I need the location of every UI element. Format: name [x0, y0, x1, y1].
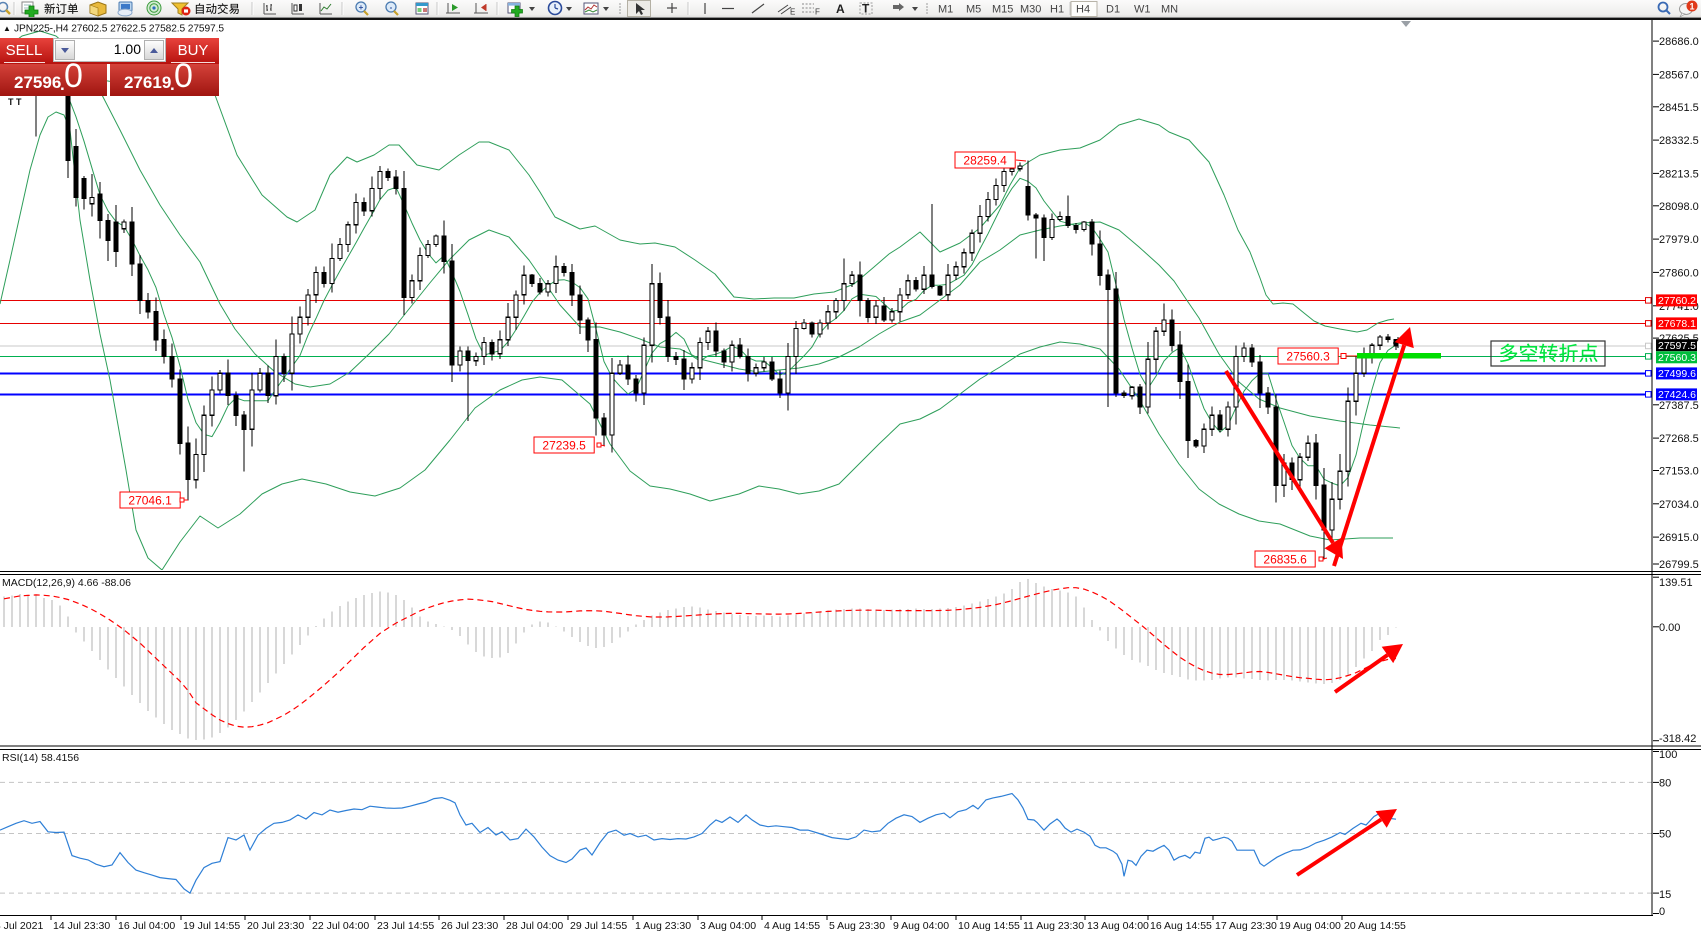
svg-text:20 Jul 23:30: 20 Jul 23:30: [247, 920, 304, 932]
svg-text:19 Jul 14:55: 19 Jul 14:55: [183, 920, 240, 932]
svg-text:11 Aug 23:30: 11 Aug 23:30: [1023, 920, 1084, 932]
svg-text:10 Aug 14:55: 10 Aug 14:55: [958, 920, 1020, 932]
svg-text:13 Aug 04:00: 13 Aug 04:00: [1087, 920, 1149, 932]
svg-text:M1: M1: [938, 4, 953, 16]
svg-text:1: 1: [1689, 2, 1694, 12]
svg-text:28098.0: 28098.0: [1659, 201, 1699, 213]
svg-text:27153.0: 27153.0: [1659, 466, 1699, 478]
svg-text:27239.5: 27239.5: [542, 439, 586, 453]
svg-text:3 Aug 04:00: 3 Aug 04:00: [700, 920, 756, 932]
svg-text:▲: ▲: [3, 24, 11, 33]
svg-text:28 Jul 04:00: 28 Jul 04:00: [506, 920, 563, 932]
svg-text:27560.3: 27560.3: [1286, 350, 1330, 364]
svg-text:23 Jul 14:55: 23 Jul 14:55: [377, 920, 434, 932]
svg-text:M15: M15: [992, 4, 1013, 16]
svg-text:27860.0: 27860.0: [1659, 267, 1699, 279]
svg-text:20 Aug 14:55: 20 Aug 14:55: [1344, 920, 1406, 932]
svg-text:MN: MN: [1161, 4, 1178, 16]
svg-text:28332.5: 28332.5: [1659, 135, 1699, 147]
svg-text:29 Jul 14:55: 29 Jul 14:55: [570, 920, 627, 932]
svg-text:27046.1: 27046.1: [128, 494, 172, 508]
svg-text:27678.1: 27678.1: [1658, 318, 1696, 330]
svg-text:13 Jul 2021: 13 Jul 2021: [0, 920, 43, 932]
svg-text:16 Jul 04:00: 16 Jul 04:00: [118, 920, 175, 932]
svg-text:MACD(12,26,9) 4.66 -88.06: MACD(12,26,9) 4.66 -88.06: [2, 577, 131, 589]
svg-text:T: T: [862, 2, 870, 16]
svg-text:26 Jul 23:30: 26 Jul 23:30: [441, 920, 498, 932]
svg-text:17 Aug 23:30: 17 Aug 23:30: [1215, 920, 1277, 932]
svg-text:28213.5: 28213.5: [1659, 168, 1699, 180]
svg-text:28567.0: 28567.0: [1659, 69, 1699, 81]
svg-text:28686.0: 28686.0: [1659, 36, 1699, 48]
svg-text:80: 80: [1659, 777, 1671, 789]
svg-text:27424.6: 27424.6: [1658, 389, 1696, 401]
svg-text:T: T: [16, 97, 22, 107]
svg-text:RSI(14) 58.4156: RSI(14) 58.4156: [2, 752, 79, 764]
svg-text:28451.5: 28451.5: [1659, 102, 1699, 114]
svg-text:W1: W1: [1134, 4, 1151, 16]
svg-text:22 Jul 04:00: 22 Jul 04:00: [312, 920, 369, 932]
svg-text:M5: M5: [966, 4, 981, 16]
svg-text:28259.4: 28259.4: [963, 154, 1007, 168]
svg-text:F: F: [815, 8, 820, 17]
svg-text:E: E: [790, 8, 795, 17]
svg-text:19 Aug 04:00: 19 Aug 04:00: [1279, 920, 1341, 932]
svg-text:T: T: [8, 97, 14, 107]
svg-text:4 Aug 14:55: 4 Aug 14:55: [764, 920, 820, 932]
svg-text:JPN225-,H4 27602.5 27622.5 27: JPN225-,H4 27602.5 27622.5 27582.5 27597…: [14, 24, 224, 35]
svg-text:26799.5: 26799.5: [1659, 559, 1699, 571]
svg-text:A: A: [836, 2, 845, 16]
svg-text:27387.5: 27387.5: [1659, 400, 1699, 412]
svg-text:5 Aug 23:30: 5 Aug 23:30: [829, 920, 885, 932]
svg-text:-318.42: -318.42: [1659, 733, 1696, 745]
svg-text:50: 50: [1659, 829, 1671, 841]
svg-text:D1: D1: [1106, 4, 1120, 16]
svg-text:100: 100: [1659, 749, 1677, 761]
svg-text:14 Jul 23:30: 14 Jul 23:30: [53, 920, 110, 932]
svg-text:27760.2: 27760.2: [1658, 295, 1696, 307]
svg-text:M30: M30: [1020, 4, 1041, 16]
svg-text:27499.6: 27499.6: [1658, 368, 1696, 380]
svg-text:26915.0: 26915.0: [1659, 532, 1699, 544]
svg-text:-: -: [390, 3, 393, 12]
svg-text:+: +: [359, 3, 364, 12]
svg-text:0: 0: [1659, 906, 1665, 918]
svg-text:27979.0: 27979.0: [1659, 234, 1699, 246]
svg-text:H1: H1: [1050, 4, 1064, 16]
svg-text:16 Aug 14:55: 16 Aug 14:55: [1150, 920, 1212, 932]
svg-text:27034.0: 27034.0: [1659, 499, 1699, 511]
svg-text:26835.6: 26835.6: [1263, 553, 1307, 567]
svg-text:1 Aug 23:30: 1 Aug 23:30: [635, 920, 691, 932]
svg-text:9 Aug 04:00: 9 Aug 04:00: [893, 920, 949, 932]
svg-text:0.00: 0.00: [1659, 622, 1680, 634]
svg-text:139.51: 139.51: [1659, 577, 1693, 589]
svg-text:H4: H4: [1076, 4, 1090, 16]
svg-text:27597.5: 27597.5: [1658, 340, 1696, 352]
svg-text:27560.3: 27560.3: [1658, 352, 1696, 364]
svg-text:15: 15: [1659, 889, 1671, 901]
svg-text:27268.5: 27268.5: [1659, 433, 1699, 445]
